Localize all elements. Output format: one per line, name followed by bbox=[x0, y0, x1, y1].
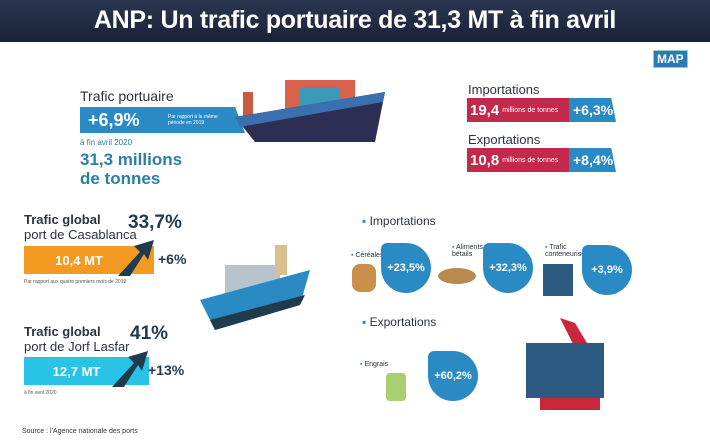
importations-value: 19,4 bbox=[470, 101, 500, 119]
exportations-growth: +8,4% bbox=[569, 148, 616, 172]
conteneur-value: +3,9% bbox=[582, 245, 632, 295]
engrais-value: +60,2% bbox=[428, 351, 478, 401]
grain-sack-icon bbox=[352, 264, 376, 292]
trafic-label: Trafic portuaire bbox=[80, 88, 174, 104]
casablanca-growth: +6% bbox=[158, 251, 187, 267]
jorf-share: 41% bbox=[130, 323, 169, 344]
casablanca-title: Trafic global port de Casablanca bbox=[24, 212, 137, 242]
jorf-growth: +13% bbox=[148, 362, 185, 378]
container-ship-illustration bbox=[200, 245, 310, 330]
exportations-value: 10,8 bbox=[470, 151, 500, 169]
casablanca-value: 10,4 MT bbox=[55, 252, 103, 268]
trafic-growth: +6,9% bbox=[88, 109, 140, 130]
casablanca-line2: port de Casablanca bbox=[24, 227, 137, 242]
importations-bar: 19,4 millions de tonnes +6,3% bbox=[467, 98, 616, 122]
trafic-growth-bar: +6,9% Par rapport à la même période en 2… bbox=[80, 107, 245, 133]
imports-detail-title: Importations bbox=[362, 214, 436, 228]
arrow-up-icon bbox=[112, 351, 148, 387]
page-title: ANP: Un trafic portuaire de 31,3 MT à fi… bbox=[0, 0, 710, 42]
importations-unit: millions de tonnes bbox=[502, 106, 559, 114]
casablanca-share: 33,7% bbox=[128, 212, 182, 233]
jorf-line2: port de Jorf Lasfar bbox=[24, 339, 130, 354]
casablanca-line1: Trafic global bbox=[24, 212, 101, 227]
engrais-label: Engrais bbox=[360, 361, 388, 368]
aliments-value: +32,3% bbox=[483, 243, 533, 293]
cereales-value: +23,5% bbox=[381, 243, 431, 293]
exportations-bar: 10,8 millions de tonnes +8,4% bbox=[467, 148, 616, 172]
feed-pile-icon bbox=[438, 268, 476, 284]
importations-growth: +6,3% bbox=[569, 98, 616, 122]
container-handler-illustration bbox=[526, 318, 604, 410]
trafic-note: Par rapport à la même période en 2019 bbox=[168, 114, 218, 126]
trafic-total-line2: de tonnes bbox=[80, 169, 161, 188]
fertilizer-bag-icon bbox=[386, 373, 406, 401]
source-note: Source : l'Agence nationale des ports bbox=[22, 428, 138, 435]
trafic-total: 31,3 millions de tonnes bbox=[80, 150, 182, 188]
conteneur-label: Trafic conteneurisé bbox=[545, 244, 590, 258]
map-logo: MAP bbox=[653, 50, 688, 68]
arrow-up-icon bbox=[118, 240, 154, 276]
trafic-total-line1: 31,3 millions bbox=[80, 150, 183, 169]
jorf-title: Trafic global port de Jorf Lasfar bbox=[24, 324, 130, 354]
exportations-unit: millions de tonnes bbox=[502, 156, 559, 164]
cargo-ship-illustration bbox=[235, 80, 385, 142]
jorf-note: à fin avril 2020 bbox=[24, 390, 57, 396]
exportations-label: Exportations bbox=[468, 132, 541, 147]
casablanca-note: Par rapport aux quatre premiers mois de … bbox=[24, 279, 127, 285]
aliments-label: Aliments de bétails bbox=[452, 244, 497, 258]
exports-detail-title: Exportations bbox=[362, 315, 437, 329]
jorf-line1: Trafic global bbox=[24, 324, 101, 339]
trafic-date: à fin avril 2020 bbox=[80, 138, 133, 147]
jorf-value: 12,7 MT bbox=[52, 363, 101, 379]
cereales-label: Céréales bbox=[351, 252, 383, 259]
container-truck-icon bbox=[543, 264, 573, 296]
importations-label: Importations bbox=[468, 82, 540, 97]
